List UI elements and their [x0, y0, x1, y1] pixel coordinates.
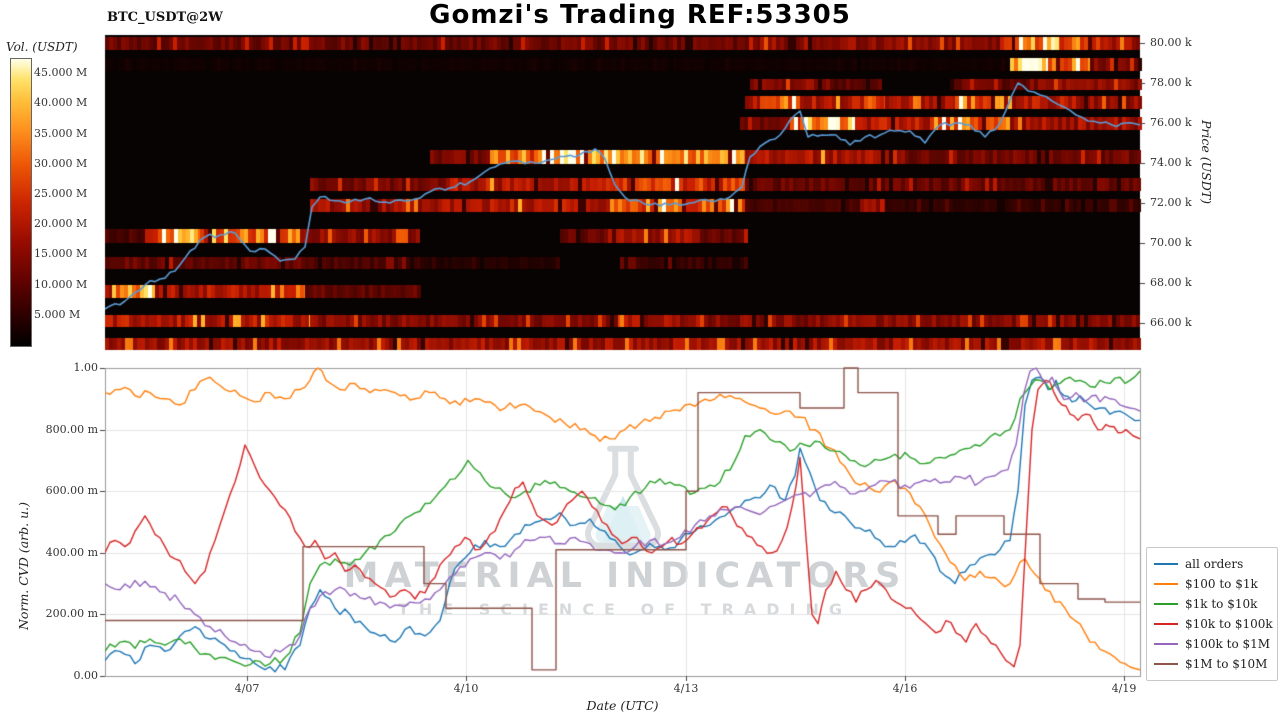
colorbar-title: Vol. (USDT)	[6, 40, 78, 54]
legend: all orders $100 to $1k $1k to $10k $10k to …	[1146, 547, 1278, 681]
legend-item: $100 to $1k	[1154, 574, 1270, 594]
legend-item: all orders	[1154, 554, 1270, 574]
legend-label: $100 to $1k	[1185, 577, 1258, 591]
page-title: Gomzi's Trading REF:53305	[429, 0, 851, 30]
date-axis-title: Date (UTC)	[586, 698, 659, 713]
legend-label: all orders	[1185, 557, 1244, 571]
legend-item: $100k to $1M	[1154, 634, 1270, 654]
legend-label: $10k to $100k	[1185, 617, 1273, 631]
legend-label: $1k to $10k	[1185, 597, 1258, 611]
legend-item: $10k to $100k	[1154, 614, 1273, 634]
legend-label: $1M to $10M	[1185, 657, 1268, 671]
legend-item: $1M to $10M	[1154, 654, 1270, 674]
legend-item: $1k to $10k	[1154, 594, 1270, 614]
legend-swatch	[1154, 602, 1178, 606]
legend-swatch	[1154, 622, 1178, 626]
legend-swatch	[1154, 582, 1178, 586]
price-axis-title: Price (USDT)	[1199, 120, 1214, 204]
legend-swatch	[1154, 562, 1178, 566]
legend-label: $100k to $1M	[1185, 637, 1271, 651]
cvd-axis-title: Norm. CVD (arb. u.)	[16, 502, 31, 630]
volume-colorbar	[10, 58, 32, 347]
legend-swatch	[1154, 642, 1178, 646]
legend-swatch	[1154, 662, 1178, 666]
symbol-label: BTC_USDT@2W	[107, 10, 223, 25]
